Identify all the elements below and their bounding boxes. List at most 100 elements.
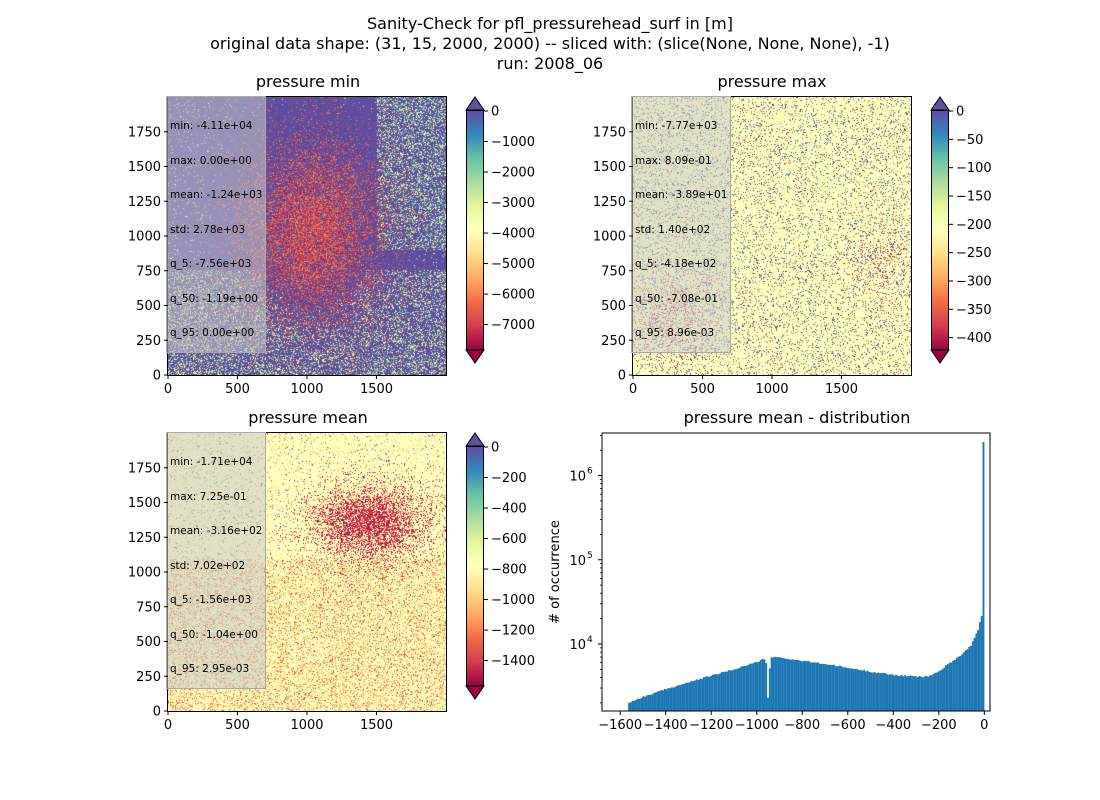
histogram-bar xyxy=(938,671,940,711)
histogram-bar xyxy=(895,674,898,711)
x-tick-label: −1600 xyxy=(598,718,642,733)
histogram-bar xyxy=(633,700,636,711)
histogram-bar xyxy=(770,657,773,711)
histogram-bar xyxy=(699,678,702,711)
histogram-bar xyxy=(904,675,907,711)
title-line-1: Sanity-Check for pfl_pressurehead_surf i… xyxy=(367,14,733,33)
histogram-bar xyxy=(662,690,664,711)
histogram-bar xyxy=(945,665,948,711)
histogram-bar xyxy=(882,672,885,711)
histogram-bar xyxy=(694,680,696,711)
x-tick-label: −600 xyxy=(830,718,866,733)
y-tick-label: 1000 xyxy=(593,230,626,245)
panel-title-distribution: pressure mean - distribution xyxy=(683,408,911,427)
stats-box-mean: min: -1.71e+04 max: 7.25e-01 mean: -3.16… xyxy=(166,432,267,689)
y-tick-label: 500 xyxy=(601,299,626,314)
y-tick-label: 1750 xyxy=(128,461,161,476)
y-tick-label: 250 xyxy=(136,334,161,349)
histogram-bar xyxy=(678,685,680,711)
histogram-bar xyxy=(685,682,688,711)
histogram-bar xyxy=(656,691,659,711)
histogram-bar xyxy=(649,694,652,711)
histogram-bar xyxy=(653,693,655,711)
x-tick-label: 1500 xyxy=(360,382,393,397)
x-tick-label: −1000 xyxy=(735,718,779,733)
stat-line: max: 0.00e+00 xyxy=(170,154,252,167)
histogram-bar xyxy=(918,675,921,711)
stats-box-min: min: -4.11e+04 max: 0.00e+00 mean: -1.24… xyxy=(166,96,267,353)
colorbar-tick-label: −1000 xyxy=(491,135,535,150)
histogram-bar xyxy=(660,690,663,711)
x-tick-label: 1000 xyxy=(290,382,323,397)
stat-line: std: 1.40e+02 xyxy=(635,223,711,236)
x-tick-label: 1000 xyxy=(290,718,323,733)
histogram-bar xyxy=(711,674,714,711)
histogram-bar xyxy=(850,668,853,711)
histogram-bar xyxy=(838,665,841,711)
y-tick-label: 0 xyxy=(153,369,161,384)
histogram-bar xyxy=(672,687,675,711)
histogram-bar xyxy=(856,669,858,711)
histogram-bar xyxy=(879,673,882,711)
colorbar-extend-min xyxy=(465,685,485,700)
y-tick-label: 1250 xyxy=(128,531,161,546)
histogram-bar xyxy=(729,670,732,711)
histogram-bar xyxy=(815,662,818,711)
x-tick-label: −1200 xyxy=(689,718,733,733)
histogram-bar xyxy=(872,672,875,711)
histogram-bar xyxy=(841,667,844,711)
y-tick-label: 500 xyxy=(136,299,161,314)
histogram-bar xyxy=(829,664,832,711)
y-tick-label: 10 xyxy=(569,470,586,485)
histogram-bar xyxy=(834,666,837,711)
histogram-bar xyxy=(843,667,846,711)
y-tick-label: 250 xyxy=(601,334,626,349)
histogram-bar xyxy=(637,698,639,711)
histogram-bar xyxy=(695,679,698,711)
histogram-bar xyxy=(683,683,686,711)
histogram-bar xyxy=(888,674,891,711)
histogram-bar xyxy=(679,685,682,711)
panel-title-mean: pressure mean xyxy=(248,408,368,427)
histogram-bar xyxy=(836,666,839,711)
colorbar-tick-label: 0 xyxy=(491,441,499,456)
panel-title-max: pressure max xyxy=(717,72,827,91)
histogram-bar xyxy=(905,676,908,711)
histogram-bar xyxy=(952,660,955,711)
title-line-2: original data shape: (31, 15, 2000, 2000… xyxy=(210,34,890,53)
histogram-bar xyxy=(957,656,960,711)
colorbar-tick-label: −100 xyxy=(956,161,992,176)
histogram-bar xyxy=(825,664,828,711)
histogram-bar xyxy=(797,659,800,711)
colorbar-tick-label: −600 xyxy=(491,532,527,547)
histogram-bar xyxy=(978,622,981,711)
panel-title-min: pressure min xyxy=(255,72,361,91)
histogram-bar xyxy=(808,661,810,711)
histogram-bar xyxy=(670,687,673,711)
stat-line: q_50: -7.08e-01 xyxy=(635,292,718,305)
x-tick-label: −400 xyxy=(875,718,911,733)
stat-line: q_5: -4.18e+02 xyxy=(635,258,717,270)
histogram-bar xyxy=(775,657,778,711)
histogram-bar xyxy=(779,657,782,711)
histogram-bar xyxy=(726,671,728,711)
histogram-bar xyxy=(772,657,775,711)
histogram-bar xyxy=(647,694,650,711)
histogram-bar xyxy=(745,665,748,711)
y-tick-exponent: 6 xyxy=(587,467,593,477)
histogram-bar xyxy=(859,670,862,711)
histogram-bar xyxy=(742,666,745,711)
histogram-bar xyxy=(708,676,711,711)
histogram-bar xyxy=(676,685,679,711)
histogram-bar xyxy=(875,673,878,711)
histogram-bar xyxy=(701,678,704,711)
histogram-bar xyxy=(715,674,718,711)
histogram-bar xyxy=(921,677,924,711)
colorbar-tick-label: −1200 xyxy=(491,624,535,639)
colorbar-tick-label: 0 xyxy=(956,105,964,120)
colorbar-tick-label: −7000 xyxy=(491,318,535,333)
histogram-bar xyxy=(863,669,866,711)
histogram-bar xyxy=(743,665,746,711)
histogram-bar xyxy=(774,656,777,711)
histogram-bar xyxy=(909,675,912,711)
